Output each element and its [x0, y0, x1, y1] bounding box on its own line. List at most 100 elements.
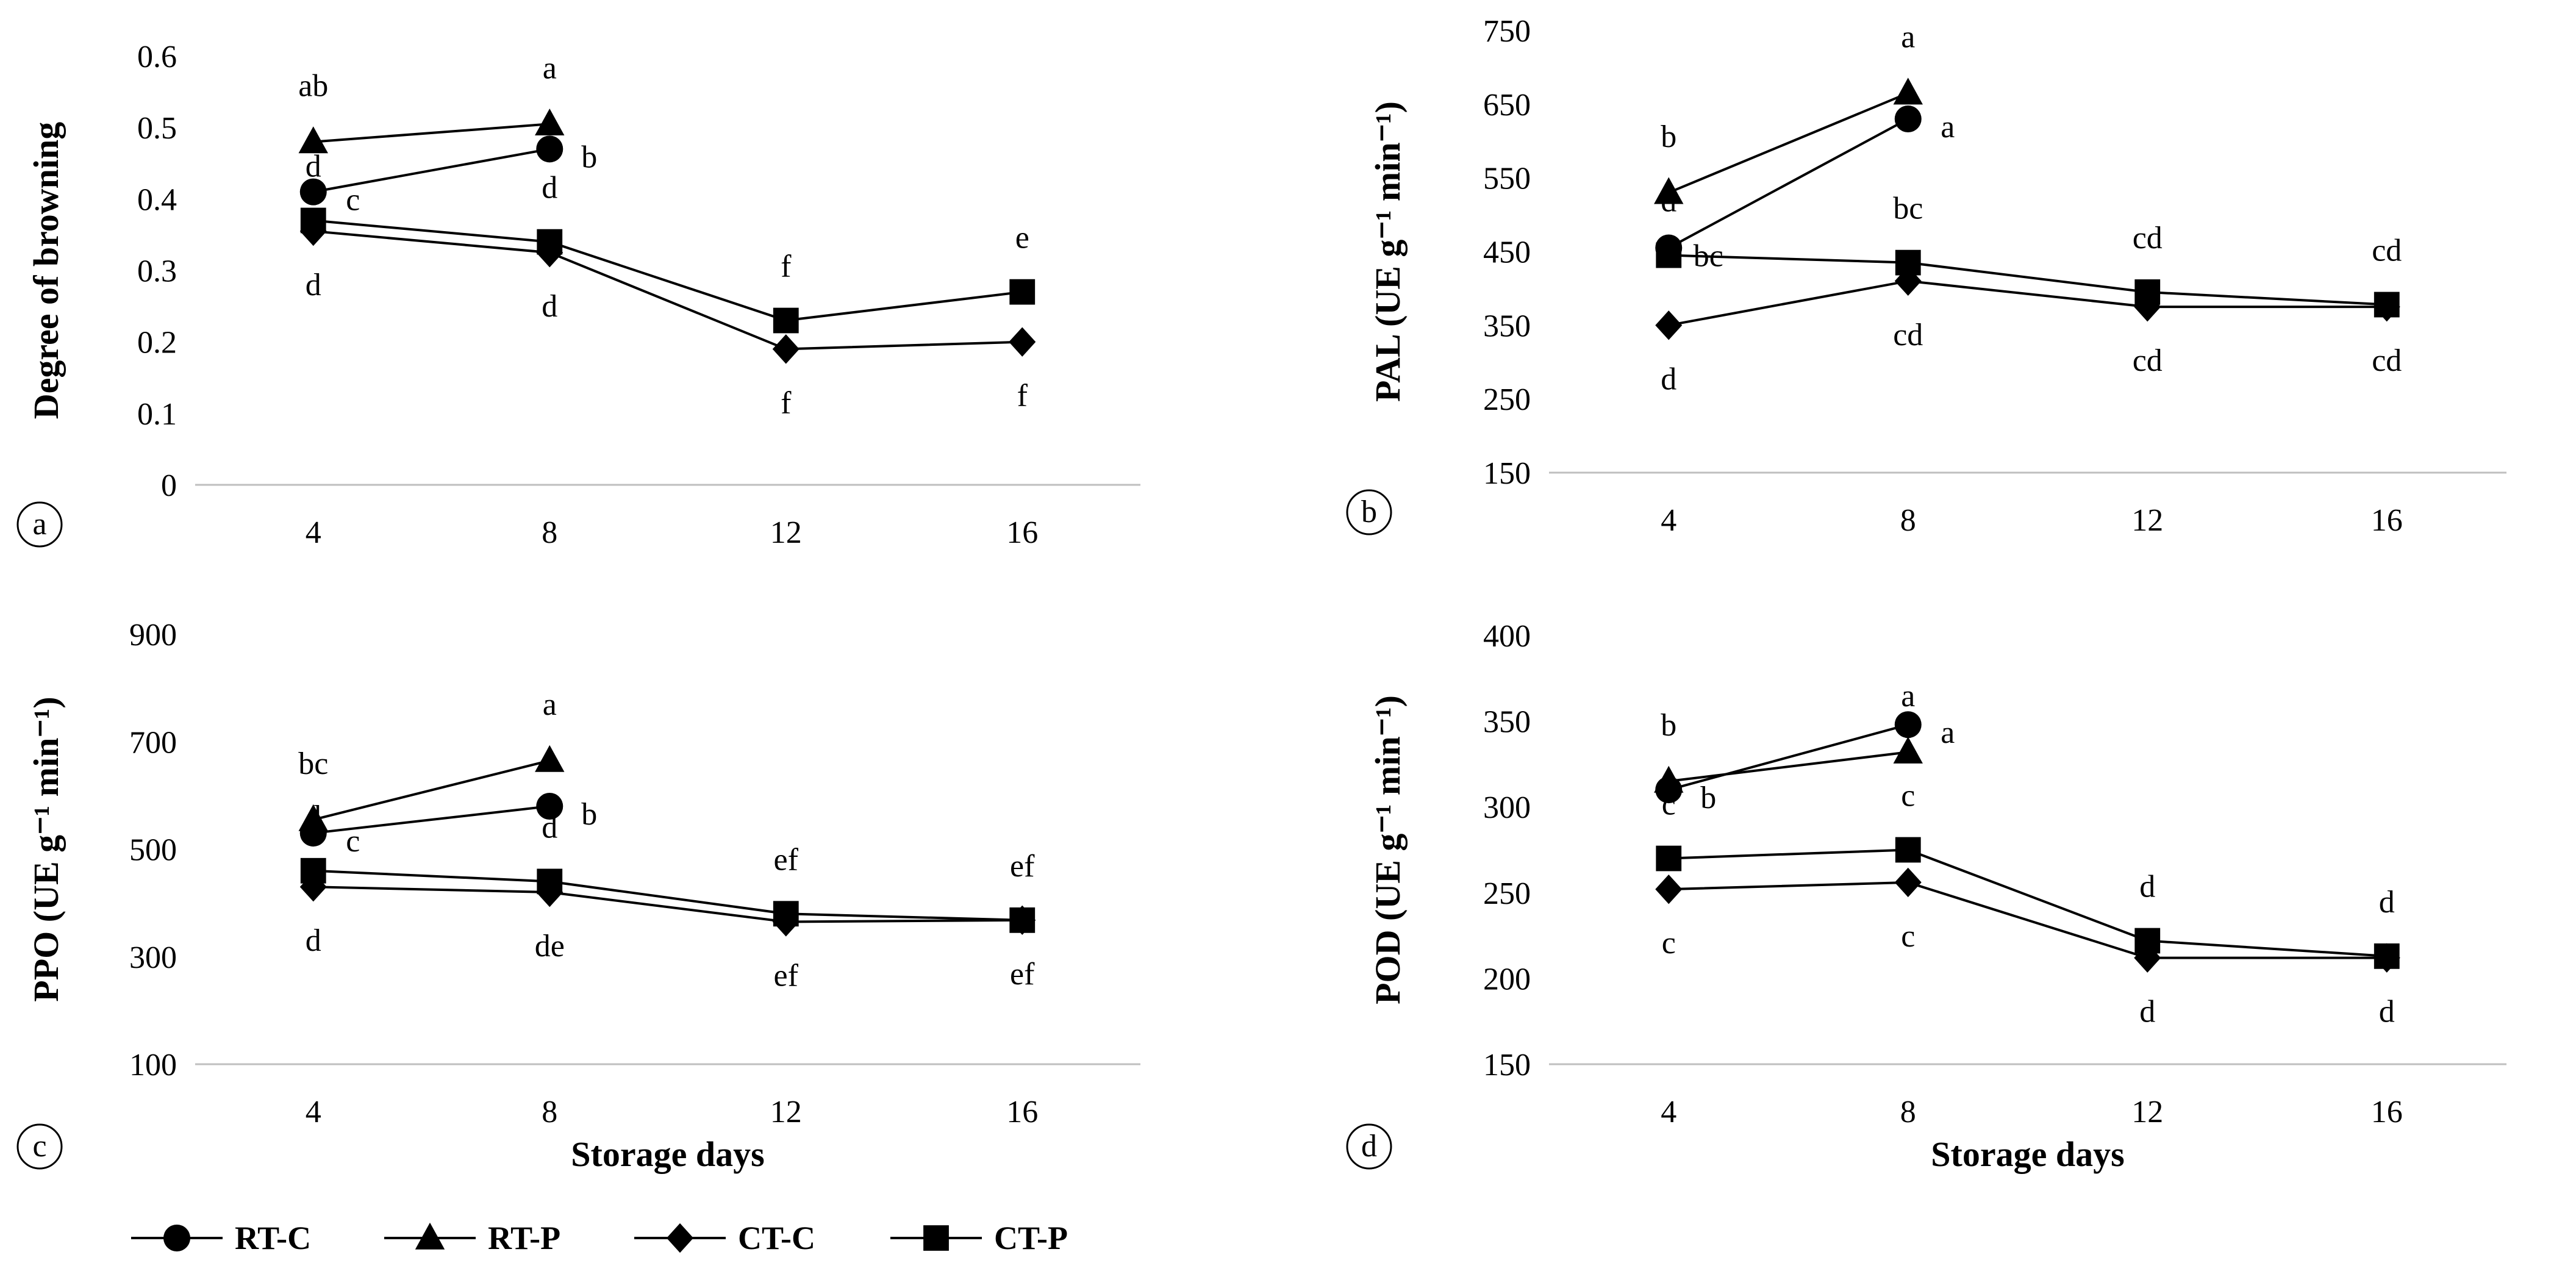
chart-panel-b: 150 250 350 450 550 650 750 4 8 12 16 PAL (UE g⁻¹ m…	[1346, 14, 2506, 538]
legend-item-CT-C: CT-C	[634, 1220, 815, 1256]
y-tick-label: 550	[1483, 162, 1531, 196]
data-point	[773, 307, 799, 334]
y-axis-label: POD (UE g⁻¹ min⁻¹)	[1368, 695, 1408, 1004]
panel-badge	[1346, 1123, 1392, 1170]
series-line	[1668, 91, 1909, 194]
significance-letter: d	[2379, 885, 2395, 920]
y-tick-label: 200	[1483, 962, 1531, 997]
y-tick-label: 0.5	[137, 111, 177, 146]
data-point	[1655, 874, 1683, 904]
x-axis-label: Storage days	[571, 1134, 764, 1174]
x-tick-label: 12	[2131, 503, 2163, 538]
x-tick-label: 16	[2371, 503, 2403, 538]
y-tick-label: 0.3	[137, 254, 177, 289]
significance-letter: a	[1901, 679, 1915, 714]
significance-letter: d	[306, 923, 321, 958]
y-axis-label: PPO (UE g⁻¹ min⁻¹)	[26, 696, 66, 1001]
x-tick-label: 12	[770, 515, 802, 550]
y-tick-label: 0.6	[137, 40, 177, 74]
significance-letter: c	[1662, 787, 1676, 822]
series-RT-P: ab a	[298, 51, 565, 154]
significance-letter: d	[1661, 362, 1676, 396]
series-line	[313, 759, 550, 821]
panel-letter: b	[1361, 495, 1377, 529]
panel-badge	[16, 501, 63, 548]
significance-letter: bc	[298, 746, 328, 781]
data-point	[1893, 77, 1923, 105]
significance-letter: a	[1941, 110, 1955, 145]
series-line	[1668, 279, 2387, 327]
significance-letter: a	[1941, 715, 1955, 750]
significance-letter: cd	[1893, 318, 1923, 352]
data-point	[1654, 177, 1684, 204]
chart-panel-c: 100 300 500 700 900 4 8 12 16 PPO (UE g⁻¹ min⁻¹) S…	[16, 618, 1140, 1174]
data-point	[1656, 242, 1682, 268]
significance-letter: b	[581, 797, 597, 832]
significance-letter: f	[1017, 379, 1028, 413]
x-tick-label: 12	[770, 1095, 802, 1129]
series-line	[1669, 881, 2387, 959]
legend-label: CT-P	[994, 1220, 1068, 1256]
series-line	[1669, 254, 2387, 306]
y-tick-label: 150	[1483, 1048, 1531, 1083]
significance-letter: ef	[774, 842, 799, 877]
y-tick-label: 0.2	[137, 326, 177, 360]
panel-letter: c	[32, 1129, 46, 1164]
significance-letter: cd	[2133, 343, 2163, 378]
x-tick-label: 8	[542, 515, 557, 550]
panel-letter: a	[32, 507, 46, 542]
legend-marker	[923, 1225, 949, 1251]
legend-marker	[163, 1225, 190, 1251]
x-tick-label: 8	[542, 1095, 557, 1129]
y-tick-label: 450	[1483, 235, 1531, 270]
data-point	[535, 745, 565, 772]
series-line	[1669, 751, 1908, 783]
y-tick-label: 750	[1483, 14, 1531, 49]
series-line	[313, 148, 550, 193]
panel-badge	[1346, 489, 1392, 535]
y-tick-label: 100	[129, 1048, 177, 1083]
data-point	[298, 804, 328, 831]
data-point	[537, 229, 563, 255]
data-point	[772, 334, 800, 364]
series-CT-P: c c d d	[1656, 779, 2400, 969]
significance-letter: cd	[2372, 234, 2402, 268]
series-line	[1668, 118, 1909, 249]
significance-letter: d	[306, 268, 321, 302]
data-point	[535, 109, 565, 136]
y-axis-label: Degree of browning	[26, 122, 66, 420]
data-point	[298, 126, 328, 154]
significance-letter: b	[1661, 708, 1676, 743]
data-point	[1894, 867, 1922, 898]
data-point	[1895, 249, 1921, 276]
series-line	[313, 805, 550, 835]
x-tick-label: 12	[2131, 1095, 2163, 1129]
significance-letter: a	[1901, 20, 1915, 55]
legend-item-CT-P: CT-P	[890, 1220, 1068, 1256]
series-CT-P: d d ef ef	[300, 800, 1036, 933]
series-line	[313, 123, 550, 143]
chart-panel-a: 0 0.1 0.2 0.3 0.4 0.5 0.6 4 8 12 16 Degree of brown…	[16, 40, 1140, 550]
data-point	[537, 868, 563, 895]
data-point	[300, 857, 326, 884]
panel-badge	[16, 1123, 63, 1170]
significance-letter: bc	[1893, 191, 1923, 226]
y-tick-label: 250	[1483, 876, 1531, 911]
data-point	[1009, 327, 1036, 357]
y-tick-label: 0	[161, 468, 177, 503]
significance-letter: d	[2139, 995, 2155, 1029]
chart-panels: 0 0.1 0.2 0.3 0.4 0.5 0.6 4 8 12 16 Degree of brown…	[16, 14, 2506, 1174]
significance-letter: cd	[2372, 343, 2402, 378]
significance-letter: d	[1661, 184, 1676, 219]
significance-letter: c	[1901, 779, 1915, 814]
significance-letter: ef	[774, 958, 799, 993]
data-point	[1893, 736, 1923, 764]
significance-letter: c	[346, 824, 360, 859]
data-point	[2374, 943, 2400, 969]
y-tick-label: 900	[129, 618, 177, 653]
y-tick-label: 350	[1483, 705, 1531, 740]
series-RT-C: bc a	[1655, 106, 1955, 273]
x-tick-label: 4	[1661, 1095, 1676, 1129]
significance-letter: a	[543, 687, 557, 722]
